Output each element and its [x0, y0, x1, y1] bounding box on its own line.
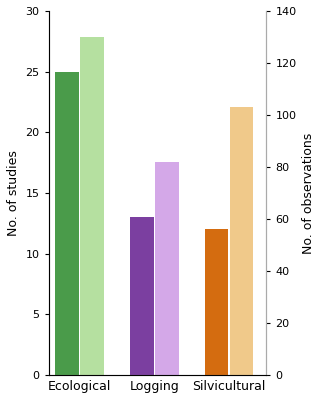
- Y-axis label: No. of observations: No. of observations: [302, 132, 315, 254]
- Bar: [205, 230, 228, 375]
- Bar: [130, 217, 154, 375]
- Bar: [155, 162, 179, 375]
- Bar: [230, 107, 253, 375]
- Y-axis label: No. of studies: No. of studies: [7, 150, 20, 236]
- Bar: [80, 37, 104, 375]
- Bar: [55, 72, 79, 375]
